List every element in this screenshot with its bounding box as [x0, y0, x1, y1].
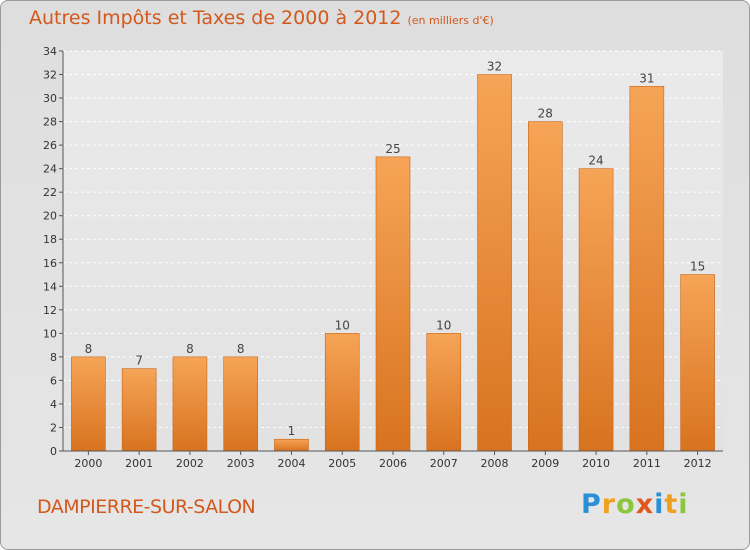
x-tick-label: 2004: [277, 457, 305, 470]
x-tick-label: 2001: [125, 457, 153, 470]
x-tick-label: 2003: [227, 457, 255, 470]
y-tick-label: 34: [43, 45, 57, 58]
y-tick-label: 12: [43, 304, 57, 317]
bar-value-label: 25: [385, 142, 400, 156]
y-tick-label: 20: [43, 210, 57, 223]
bar-value-label: 1: [288, 424, 296, 438]
x-tick-label: 2007: [430, 457, 458, 470]
y-tick-label: 18: [43, 233, 57, 246]
y-tick-label: 22: [43, 186, 57, 199]
y-tick-label: 16: [43, 257, 57, 270]
y-tick-label: 6: [50, 374, 57, 387]
y-tick-label: 8: [50, 351, 57, 364]
x-tick-label: 2009: [531, 457, 559, 470]
bar-2009: [528, 121, 563, 452]
proxiti-logo: Proxiti: [581, 489, 689, 520]
bar-value-label: 8: [237, 342, 245, 356]
bar-2012: [680, 274, 715, 452]
x-tick-label: 2012: [684, 457, 712, 470]
chart-unit: (en milliers d'€): [407, 14, 494, 27]
x-tick-label: 2011: [633, 457, 661, 470]
bar-value-label: 31: [639, 71, 654, 85]
commune-name: DAMPIERRE-SUR-SALON: [37, 496, 256, 518]
bar-value-label: 32: [487, 60, 502, 74]
y-tick-label: 28: [43, 116, 57, 129]
bar-2005: [324, 333, 360, 452]
bar-value-label: 24: [588, 154, 603, 168]
bar-value-label: 10: [436, 318, 451, 332]
bar-2003: [223, 356, 258, 452]
y-tick-label: 24: [43, 163, 57, 176]
x-tick-label: 2008: [481, 457, 509, 470]
bar-value-label: 10: [335, 318, 350, 332]
bar-2010: [578, 168, 614, 452]
y-tick-label: 32: [43, 69, 57, 82]
bar-value-label: 28: [538, 107, 553, 121]
bar-2001: [121, 368, 157, 452]
bar-2004: [274, 438, 309, 452]
y-tick-label: 10: [43, 327, 57, 340]
x-tick-label: 2010: [582, 457, 610, 470]
y-tick-label: 30: [43, 92, 57, 105]
y-tick-label: 4: [50, 398, 57, 411]
x-tick-label: 2005: [328, 457, 356, 470]
bar-2006: [375, 156, 411, 452]
bar-value-label: 8: [85, 342, 93, 356]
x-tick-label: 2000: [74, 457, 102, 470]
bar-value-label: 7: [135, 354, 143, 368]
y-tick-label: 2: [50, 421, 57, 434]
y-tick-label: 26: [43, 139, 57, 152]
y-tick-label: 14: [43, 280, 57, 293]
bar-2007: [426, 333, 462, 452]
x-tick-label: 2006: [379, 457, 407, 470]
chart-title-text: Autres Impôts et Taxes de 2000 à 2012: [29, 7, 402, 29]
chart-title: Autres Impôts et Taxes de 2000 à 2012 (en…: [29, 7, 494, 29]
bar-2000: [71, 356, 106, 452]
bar-2011: [629, 85, 665, 452]
bar-value-label: 15: [690, 260, 705, 274]
bar-value-label: 8: [186, 342, 194, 356]
y-tick-label: 0: [50, 445, 57, 458]
x-tick-label: 2002: [176, 457, 204, 470]
bar-2008: [477, 74, 512, 452]
bar-2002: [172, 356, 208, 452]
